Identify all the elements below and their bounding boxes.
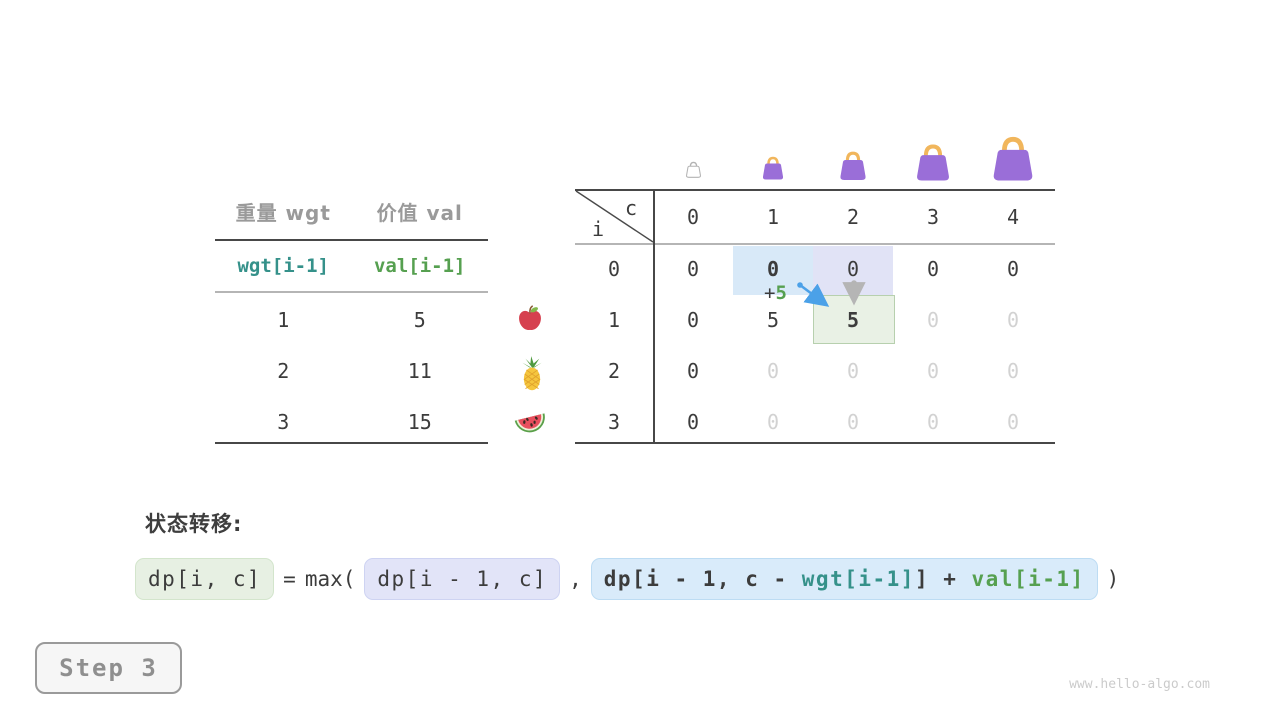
dp-cell: 0 (686, 257, 700, 281)
dp-table-vertical-rule (653, 190, 655, 443)
items-table-top-rule (215, 239, 488, 241)
wgt-array-label: wgt[i-1] (237, 255, 329, 277)
dp-cell: 0 (766, 359, 780, 383)
items-table-cell: 1 (277, 307, 290, 332)
arg2-part1: dp[i - 1, c - (603, 567, 802, 591)
val-array-label: val[i-1] (373, 255, 466, 277)
weight-column-header: 重量 wgt (235, 201, 331, 225)
watermelon-icon (512, 406, 548, 437)
formula-arg2-box: dp[i - 1, c - wgt[i-1]] + val[i-1] (590, 558, 1098, 600)
items-table-mid-rule (215, 291, 488, 293)
highlight-cell-prev-top (813, 246, 893, 295)
pineapple-icon (519, 356, 545, 392)
dp-table-header-rule (575, 243, 1055, 245)
dp-row-header: 3 (607, 410, 621, 434)
dp-table-top-rule (575, 189, 1055, 191)
items-table-cell: 15 (407, 409, 432, 434)
items-table-row: 2 11 (215, 345, 488, 396)
dp-col-variable-label: c (624, 196, 638, 220)
bag-size-3-icon (893, 126, 973, 184)
arg2-part2: ] + (914, 567, 972, 591)
transition-formula: dp[i, c] = max( dp[i - 1, c] , dp[i - 1,… (135, 558, 1119, 600)
bag-size-1-icon (733, 126, 813, 184)
dp-row-variable-label: i (591, 217, 605, 241)
close-paren: ) (1106, 567, 1120, 591)
items-table-row: 3 15 (215, 396, 488, 447)
added-value: 5 (775, 282, 787, 304)
dp-cell: 0 (846, 359, 860, 383)
dp-cell: 0 (926, 308, 940, 332)
items-table-cell: 11 (407, 358, 432, 383)
items-table-cell: 5 (413, 307, 426, 332)
watermark: www.hello-algo.com (1069, 677, 1210, 692)
highlight-cell-current (813, 295, 895, 344)
dp-cell: 0 (766, 410, 780, 434)
formula-arg1-box: dp[i - 1, c] (364, 558, 561, 600)
bag-size-4-icon (973, 126, 1053, 184)
dp-row-header: 0 (607, 257, 621, 281)
dp-cell: 0 (686, 308, 700, 332)
arg2-val-term: val[i-1] (971, 567, 1085, 591)
dp-col-headers: 0 1 2 3 4 (653, 193, 1053, 241)
arg2-wgt-term: wgt[i-1] (801, 567, 915, 591)
dp-cell: 0 (1006, 257, 1020, 281)
apple-icon (516, 304, 544, 333)
dp-row-header: 1 (607, 308, 621, 332)
items-table-bottom-rule (215, 442, 488, 444)
dp-cell: 0 (1006, 410, 1020, 434)
dp-cell: 0 (926, 257, 940, 281)
transition-heading: 状态转移: (145, 512, 243, 536)
dp-col-header: 3 (926, 205, 940, 229)
items-table-cell: 3 (277, 409, 290, 434)
dp-col-header: 2 (846, 205, 860, 229)
items-table-header: 重量 wgt 价值 val (215, 197, 488, 226)
equals-sign: = (283, 567, 296, 591)
plus-value-annotation: +5 (764, 282, 787, 304)
dp-cell: 0 (686, 359, 700, 383)
dp-cell: 0 (1006, 359, 1020, 383)
items-table-subheader: wgt[i-1] val[i-1] (215, 255, 488, 277)
value-column-header: 价值 val (376, 201, 463, 225)
dp-col-header: 1 (766, 205, 780, 229)
dp-cell: 0 (926, 410, 940, 434)
plus-sign: + (764, 282, 776, 304)
dp-table-bottom-rule (575, 442, 1055, 444)
items-table-body: 1 5 2 11 3 15 (215, 294, 488, 447)
dp-cell: 0 (926, 359, 940, 383)
max-open: max( (304, 567, 356, 591)
bag-empty-icon (653, 126, 733, 184)
comma: , (569, 567, 582, 591)
dp-col-header: 4 (1006, 205, 1020, 229)
dp-cell: 0 (846, 410, 860, 434)
dp-cell: 0 (1006, 308, 1020, 332)
dp-row-header: 2 (607, 359, 621, 383)
dp-cell: 0 (686, 410, 700, 434)
dp-cell: 5 (766, 308, 780, 332)
bag-size-2-icon (813, 126, 893, 184)
step-button[interactable]: Step 3 (35, 642, 182, 694)
items-table-cell: 2 (277, 358, 290, 383)
dp-col-header: 0 (686, 205, 700, 229)
step-button-label: Step 3 (59, 654, 158, 682)
formula-lhs-box: dp[i, c] (135, 558, 275, 600)
